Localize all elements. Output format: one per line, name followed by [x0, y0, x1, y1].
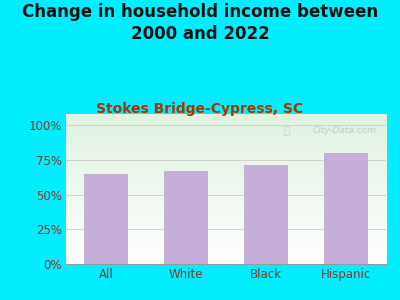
- Text: City-Data.com: City-Data.com: [312, 126, 376, 135]
- Bar: [324, 153, 368, 264]
- Text: Change in household income between
2000 and 2022: Change in household income between 2000 …: [22, 3, 378, 43]
- Bar: [244, 165, 288, 264]
- Bar: [84, 174, 128, 264]
- Text: ⓘ: ⓘ: [283, 126, 290, 136]
- Bar: [164, 171, 208, 264]
- Text: Stokes Bridge-Cypress, SC: Stokes Bridge-Cypress, SC: [96, 102, 304, 116]
